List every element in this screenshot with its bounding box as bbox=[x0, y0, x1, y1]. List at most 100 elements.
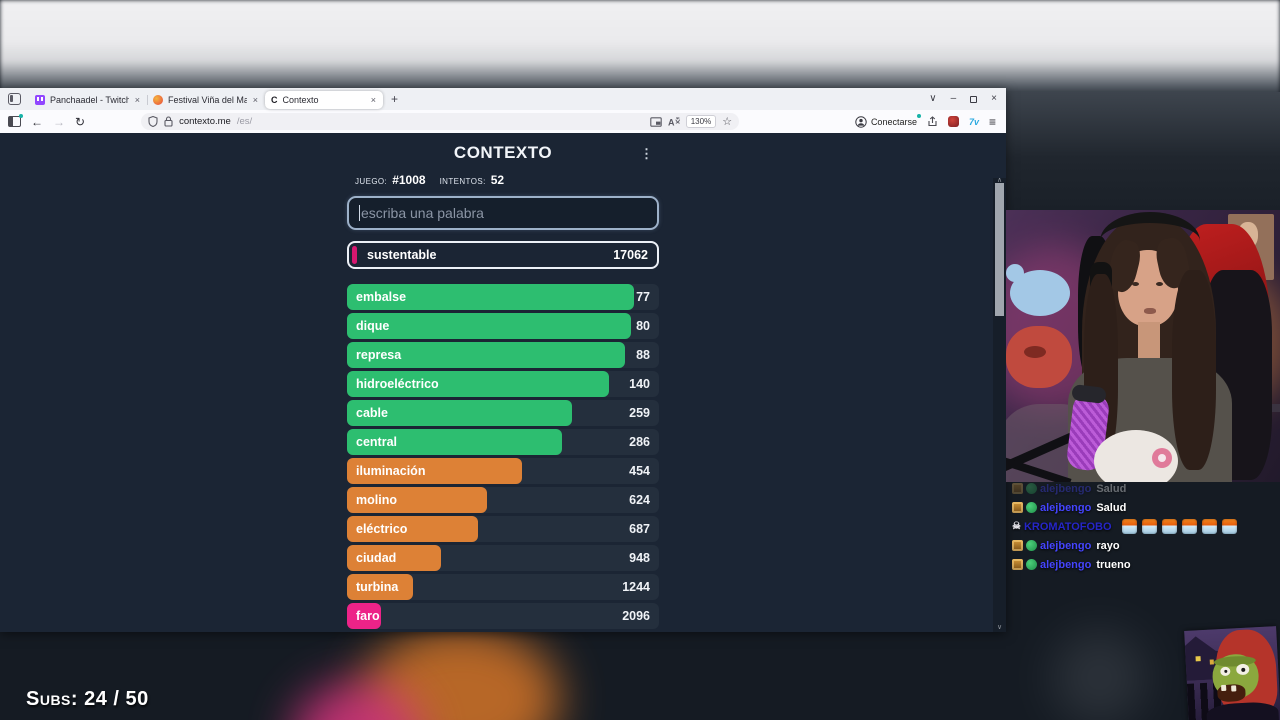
seventv-extension-icon[interactable]: 7v bbox=[968, 116, 979, 127]
back-icon[interactable]: ← bbox=[31, 114, 43, 129]
guess-rank: 454 bbox=[629, 464, 650, 478]
guess-bar bbox=[347, 487, 488, 513]
scroll-up-icon[interactable]: ∧ bbox=[996, 177, 1003, 184]
green-badge-icon bbox=[1026, 559, 1037, 570]
last-guess-rank: 17062 bbox=[613, 248, 648, 262]
chat-message-text: trueno bbox=[1096, 558, 1131, 571]
reload-icon[interactable]: ↻ bbox=[75, 114, 86, 129]
green-badge-icon bbox=[1026, 502, 1037, 513]
guess-rank: 286 bbox=[629, 435, 650, 449]
guess-row: embalse 77 bbox=[347, 284, 659, 310]
guess-rank: 687 bbox=[629, 522, 650, 536]
tab-bar: Panchaadel - Twitch × Festival Viña del … bbox=[0, 88, 1006, 110]
guess-word: iluminación bbox=[356, 464, 426, 478]
guess-bar bbox=[347, 516, 479, 542]
guess-word: turbina bbox=[356, 580, 399, 594]
picture-in-picture-icon[interactable] bbox=[649, 116, 662, 127]
sub-badge-icon bbox=[1012, 483, 1023, 494]
green-badge-icon bbox=[1026, 483, 1037, 494]
guess-bar bbox=[347, 284, 635, 310]
tab-festival[interactable]: Festival Viña del Mar 2026: Día × bbox=[147, 91, 266, 109]
restore-button[interactable] bbox=[970, 95, 978, 103]
extension-icon-red[interactable] bbox=[947, 116, 959, 127]
flame-creature-emote-icon bbox=[1181, 519, 1197, 534]
lock-icon bbox=[164, 116, 173, 127]
guess-rank: 140 bbox=[629, 377, 650, 391]
tracking-shield-icon[interactable] bbox=[148, 116, 158, 127]
word-input[interactable]: escriba una palabra bbox=[347, 196, 659, 230]
chat-message: alejbengo trueno bbox=[1012, 555, 1237, 574]
guess-word: faro bbox=[356, 609, 380, 623]
guess-bar bbox=[347, 458, 522, 484]
close-tab-icon[interactable]: × bbox=[134, 95, 140, 105]
navigation-bar: ← → ↻ contexto.me/es/ A 130% ☆ bbox=[0, 110, 1006, 133]
guess-rank: 948 bbox=[629, 551, 650, 565]
account-icon bbox=[855, 115, 867, 128]
list-all-tabs-icon[interactable]: ∨ bbox=[929, 93, 937, 104]
address-bar[interactable]: contexto.me/es/ A 130% ☆ bbox=[141, 113, 740, 130]
kebab-menu-icon[interactable]: ⋮ bbox=[640, 146, 653, 161]
share-icon[interactable] bbox=[927, 116, 938, 127]
scrollbar-thumb[interactable] bbox=[995, 183, 1004, 316]
guess-rank: 77 bbox=[636, 290, 650, 304]
tab-title: Contexto bbox=[282, 95, 319, 105]
minimize-button[interactable]: – bbox=[950, 93, 957, 104]
sub-badge-icon bbox=[1012, 502, 1023, 513]
guess-row: iluminación 454 bbox=[347, 458, 659, 484]
headphones-band bbox=[1100, 212, 1200, 270]
last-guess-word: sustentable bbox=[367, 248, 437, 262]
tab-contexto-active[interactable]: C Contexto × bbox=[265, 91, 383, 109]
chat-message: alejbengo Salud bbox=[1012, 498, 1237, 517]
firefox-view-icon[interactable] bbox=[8, 93, 21, 105]
game-capture-zombie bbox=[1184, 626, 1280, 720]
round-value: #1008 bbox=[392, 173, 426, 187]
zoom-level-badge[interactable]: 130% bbox=[685, 115, 717, 128]
url-host: contexto.me bbox=[179, 116, 231, 127]
signin-button[interactable]: Conectarse bbox=[855, 113, 921, 128]
guess-row: represa 88 bbox=[347, 342, 659, 368]
guess-rank: 2096 bbox=[622, 609, 650, 623]
guess-rank: 624 bbox=[629, 493, 650, 507]
bookmark-star-icon[interactable]: ☆ bbox=[722, 116, 733, 128]
chat-message-text: Salud bbox=[1096, 482, 1127, 495]
signin-notification-dot bbox=[916, 113, 921, 118]
guess-row: eléctrico 687 bbox=[347, 516, 659, 542]
contexto-favicon: C bbox=[271, 95, 278, 105]
svg-text:A: A bbox=[668, 117, 675, 127]
hamburger-menu-icon[interactable]: ≡ bbox=[988, 114, 996, 129]
subs-counter: Subs: 24 / 50 bbox=[26, 688, 149, 710]
chat-username: alejbengo bbox=[1040, 482, 1092, 495]
guess-bar bbox=[347, 574, 413, 600]
guess-word: eléctrico bbox=[356, 522, 408, 536]
scroll-down-icon[interactable]: ∨ bbox=[996, 624, 1003, 631]
guess-bar bbox=[347, 603, 382, 629]
festival-favicon bbox=[153, 95, 163, 105]
flame-creature-emote-icon bbox=[1201, 519, 1217, 534]
close-tab-icon[interactable]: × bbox=[252, 95, 258, 105]
window-close-button[interactable]: × bbox=[991, 93, 997, 104]
sidebar-toggle-icon[interactable] bbox=[8, 114, 23, 127]
zombie-tooth bbox=[1231, 685, 1237, 692]
tab-separator bbox=[147, 95, 148, 105]
text-cursor bbox=[359, 205, 360, 221]
guess-word: embalse bbox=[356, 290, 407, 304]
flame-creature-emote-icon bbox=[1121, 519, 1137, 534]
zombie-tooth bbox=[1221, 684, 1227, 692]
tab-title: Festival Viña del Mar 2026: Día bbox=[168, 95, 247, 105]
chat-username: alejbengo bbox=[1040, 501, 1092, 514]
game-column: CONTEXTO ⋮ JUEGO: #1008 INTENTOS: 52 esc… bbox=[347, 133, 659, 629]
guess-row: hidroeléctrico 140 bbox=[347, 371, 659, 397]
new-tab-button[interactable]: + bbox=[391, 92, 399, 106]
guess-row: faro 2096 bbox=[347, 603, 659, 629]
contexto-page: CONTEXTO ⋮ JUEGO: #1008 INTENTOS: 52 esc… bbox=[0, 133, 1006, 632]
guess-bar bbox=[347, 429, 563, 455]
tab-title: Panchaadel - Twitch bbox=[50, 95, 129, 105]
blurred-backdrop-gray-glow bbox=[1052, 630, 1147, 720]
tab-twitch[interactable]: Panchaadel - Twitch × bbox=[29, 91, 148, 109]
chat-message: alejbengo rayo bbox=[1012, 536, 1237, 555]
translate-icon[interactable]: A bbox=[668, 117, 680, 127]
twitch-favicon bbox=[35, 95, 45, 105]
guess-row: ciudad 948 bbox=[347, 545, 659, 571]
scrollbar[interactable]: ∧ ∨ bbox=[993, 177, 1006, 632]
close-tab-icon[interactable]: × bbox=[370, 95, 376, 105]
